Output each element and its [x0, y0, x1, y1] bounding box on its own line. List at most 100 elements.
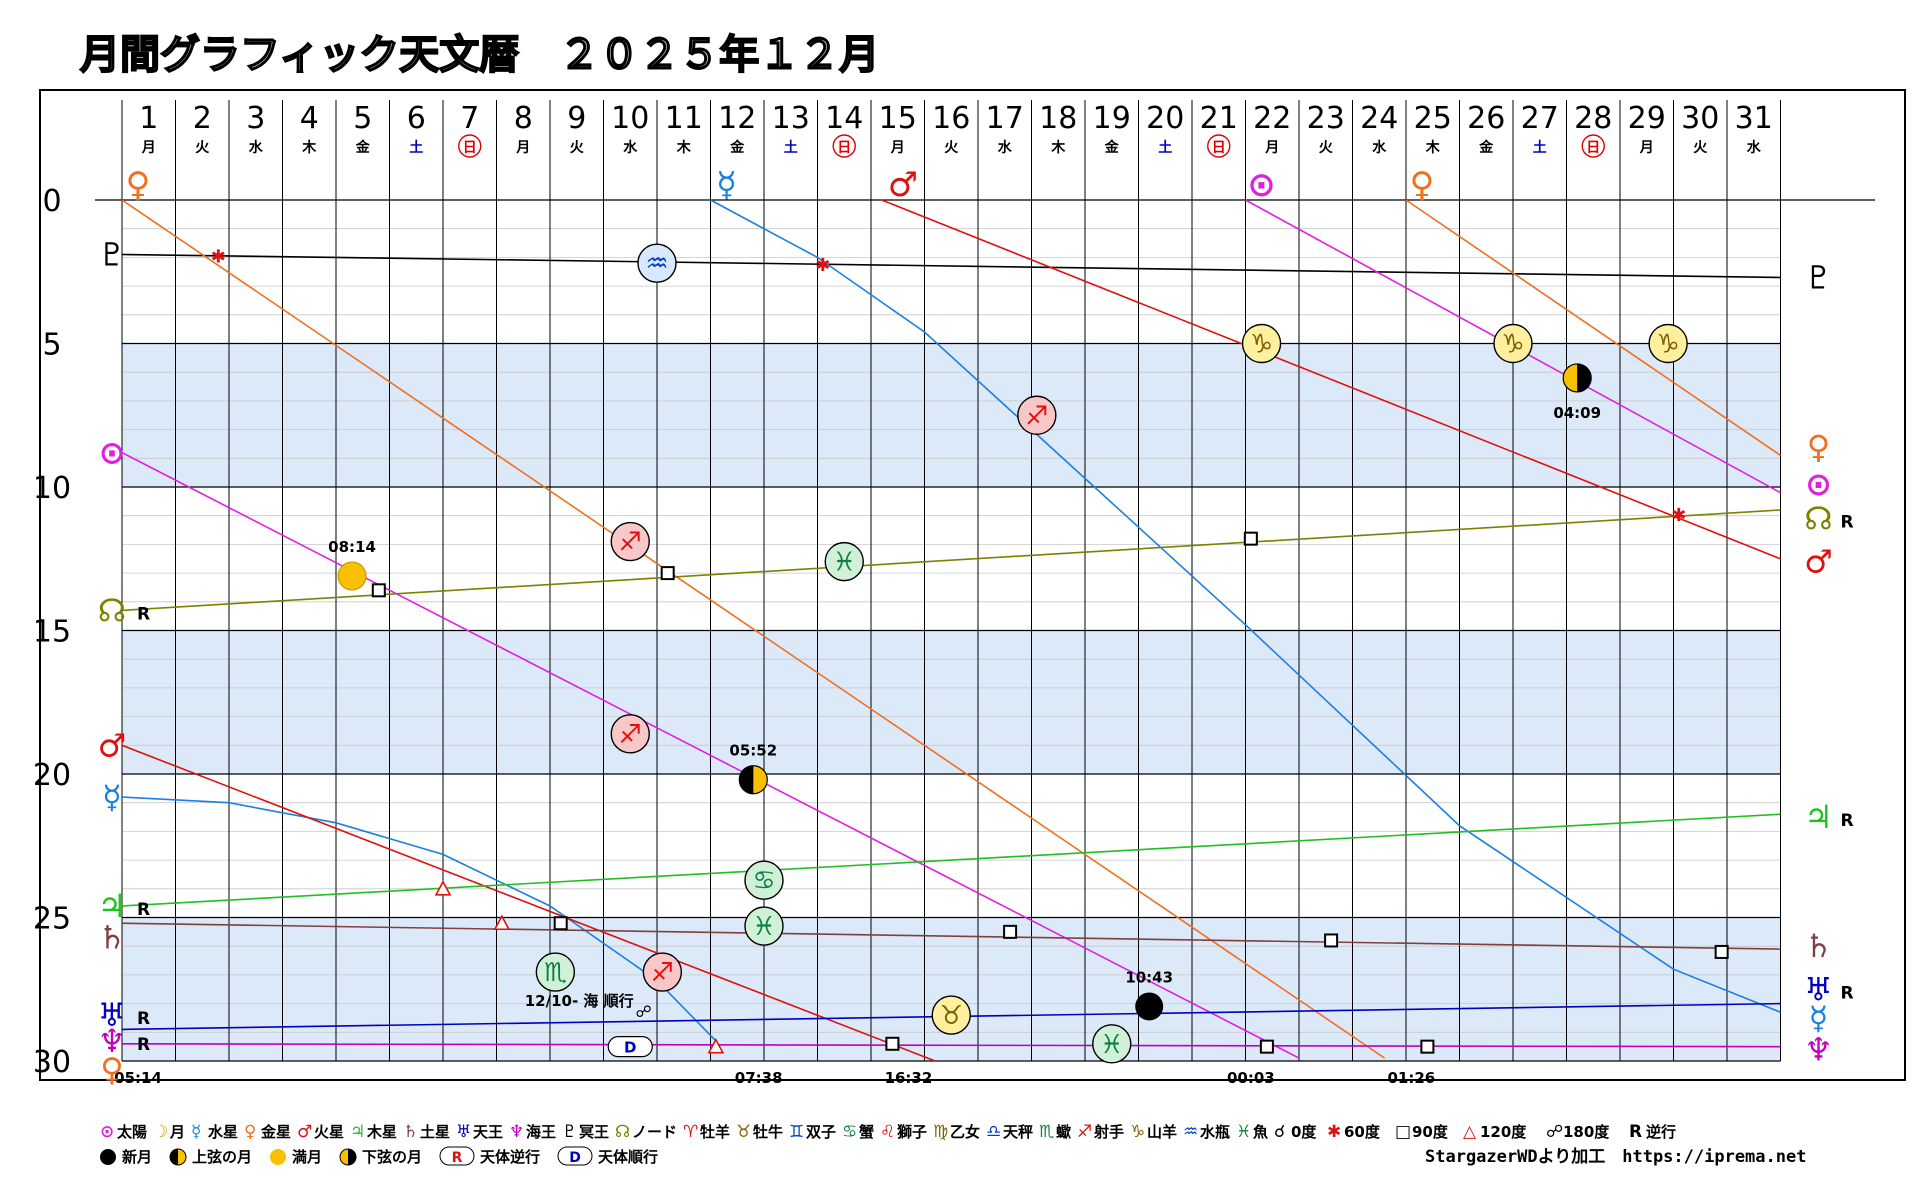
- sign-glyph: ♓: [752, 912, 775, 942]
- mars-left-glyph: ♂: [98, 726, 127, 764]
- legend-glyph: △: [1463, 1122, 1477, 1142]
- square-aspect-marker: [1003, 924, 1018, 939]
- day-number: 30: [1681, 101, 1719, 136]
- mars-line: [881, 199, 1781, 560]
- weekday-label: 金: [355, 139, 371, 156]
- y-tick-label: 20: [33, 758, 71, 793]
- retrograde-mark: R: [1841, 513, 1854, 533]
- legend-label: ノード: [632, 1123, 677, 1141]
- day-number: 2: [193, 101, 212, 136]
- y-tick-label: 30: [33, 1045, 71, 1080]
- sign-marker-circle: [744, 906, 784, 946]
- day-number: 1: [139, 101, 158, 136]
- day-number: 31: [1735, 101, 1773, 136]
- credit-text: StargazerWDより加工 https://iprema.net: [1425, 1147, 1806, 1167]
- mercury-start-glyph: ☿: [716, 165, 737, 205]
- day-number: 27: [1521, 101, 1559, 136]
- sunday-circle: [1207, 134, 1231, 158]
- day-number: 26: [1467, 101, 1505, 136]
- day-number: 4: [300, 101, 319, 136]
- moon-shadow: [1577, 363, 1592, 392]
- y-tick-label: 15: [33, 615, 71, 650]
- legend-label: 魚: [1253, 1123, 1268, 1141]
- legend-label: 金星: [260, 1123, 291, 1141]
- weekday-label: 金: [1478, 139, 1494, 156]
- legend-station-badge: [439, 1146, 475, 1166]
- retrograde-mark: R: [137, 1035, 150, 1055]
- legend-label: 90度: [1412, 1123, 1449, 1141]
- moon-phase-time: 10:43: [1125, 968, 1173, 986]
- sign-glyph: ♐: [619, 720, 642, 750]
- day-number: 23: [1307, 101, 1345, 136]
- sign-marker-circle: [610, 521, 650, 562]
- ingress-time-label: 07:38: [735, 1069, 783, 1087]
- legend-label: 土星: [420, 1123, 450, 1141]
- day-number: 11: [665, 101, 703, 136]
- mercury-left-glyph: ☿: [102, 778, 122, 816]
- weekday-label: 月: [1639, 140, 1654, 156]
- moon-shadow: [739, 765, 754, 794]
- legend-label: 天王: [473, 1123, 503, 1141]
- legend-station-glyph: D: [569, 1150, 581, 1166]
- legend-glyph: ♂: [297, 1122, 312, 1142]
- legend-label: 120度: [1480, 1123, 1527, 1141]
- legend-label: 牡牛: [753, 1123, 783, 1141]
- square-aspect-marker: [371, 583, 386, 598]
- mars-start-glyph: ♂: [888, 165, 918, 205]
- legend-label: 射手: [1093, 1123, 1124, 1141]
- square-aspect-marker: [553, 916, 568, 931]
- venus-line: [121, 199, 1386, 1059]
- sign-glyph: ♓: [833, 548, 856, 578]
- weekday-label: 日: [463, 140, 477, 156]
- day-number: 10: [611, 101, 649, 136]
- page-title: 月間グラフィック天文暦 ２０２５年１２月: [80, 32, 879, 78]
- legend-label: 新月: [122, 1148, 152, 1166]
- sign-marker-circle: [744, 860, 784, 900]
- sign-marker-circle: [1092, 1024, 1132, 1064]
- legend-label: 60度: [1344, 1123, 1381, 1141]
- legend-label: 双子: [806, 1123, 836, 1141]
- day-number: 28: [1574, 101, 1612, 136]
- moon-phase-time: 05:52: [729, 742, 777, 760]
- weekday-label: 月: [141, 140, 156, 156]
- day-number: 13: [772, 101, 810, 136]
- weekday-label: 木: [676, 139, 692, 156]
- day-number: 19: [1093, 101, 1131, 136]
- day-number: 24: [1360, 101, 1398, 136]
- direct-station-badge: [607, 1036, 653, 1058]
- day-number: 12: [718, 101, 756, 136]
- weekday-label: 火: [1319, 140, 1334, 156]
- legend-label: 蠍: [1056, 1123, 1071, 1141]
- legend-label: 月: [169, 1123, 185, 1141]
- weekday-label: 火: [195, 140, 210, 156]
- shaded-band: [122, 630, 1781, 774]
- mars-right-glyph: ♂: [1804, 543, 1833, 581]
- day-number: 29: [1628, 101, 1666, 136]
- legend-glyph: ♒: [1183, 1122, 1198, 1142]
- legend-label: 逆行: [1646, 1123, 1676, 1141]
- sign-marker-circle: [1648, 323, 1688, 364]
- jupiter-right-glyph: ♃: [1804, 798, 1833, 836]
- sun-left-glyph: ⊙: [99, 434, 126, 472]
- label-layer: 05:14 07:38 16:32 00:03 01:26♀ ☿ ♂ ⊙ ♀♇⊙☊ R♂☿♃ R♄♅…: [98, 165, 1854, 1089]
- node-line: [121, 509, 1781, 612]
- sign-marker-circle: [1241, 323, 1282, 364]
- saturn-left-glyph: ♄: [98, 919, 127, 957]
- sun-line: [121, 451, 1300, 1059]
- weekday-label: 土: [1158, 139, 1172, 156]
- mercury-line: [710, 199, 1781, 1013]
- weekday-label: 月: [1264, 140, 1279, 156]
- legend-glyph: R: [1629, 1122, 1642, 1142]
- legend-label: 山羊: [1147, 1123, 1177, 1141]
- mercury-right-glyph: ☿: [1809, 999, 1829, 1037]
- square-aspect-marker: [1324, 933, 1339, 948]
- day-number: 3: [246, 101, 265, 136]
- weekday-label: 水: [1747, 139, 1762, 156]
- sign-marker-circle: [642, 952, 683, 992]
- legend-glyph: □: [1395, 1122, 1411, 1142]
- retrograde-mark: R: [137, 900, 150, 920]
- trine-aspect-marker: [434, 880, 452, 896]
- legend-glyph: ♄: [403, 1122, 418, 1142]
- sign-marker-circle: [824, 541, 864, 582]
- weekday-label: 月: [890, 140, 905, 156]
